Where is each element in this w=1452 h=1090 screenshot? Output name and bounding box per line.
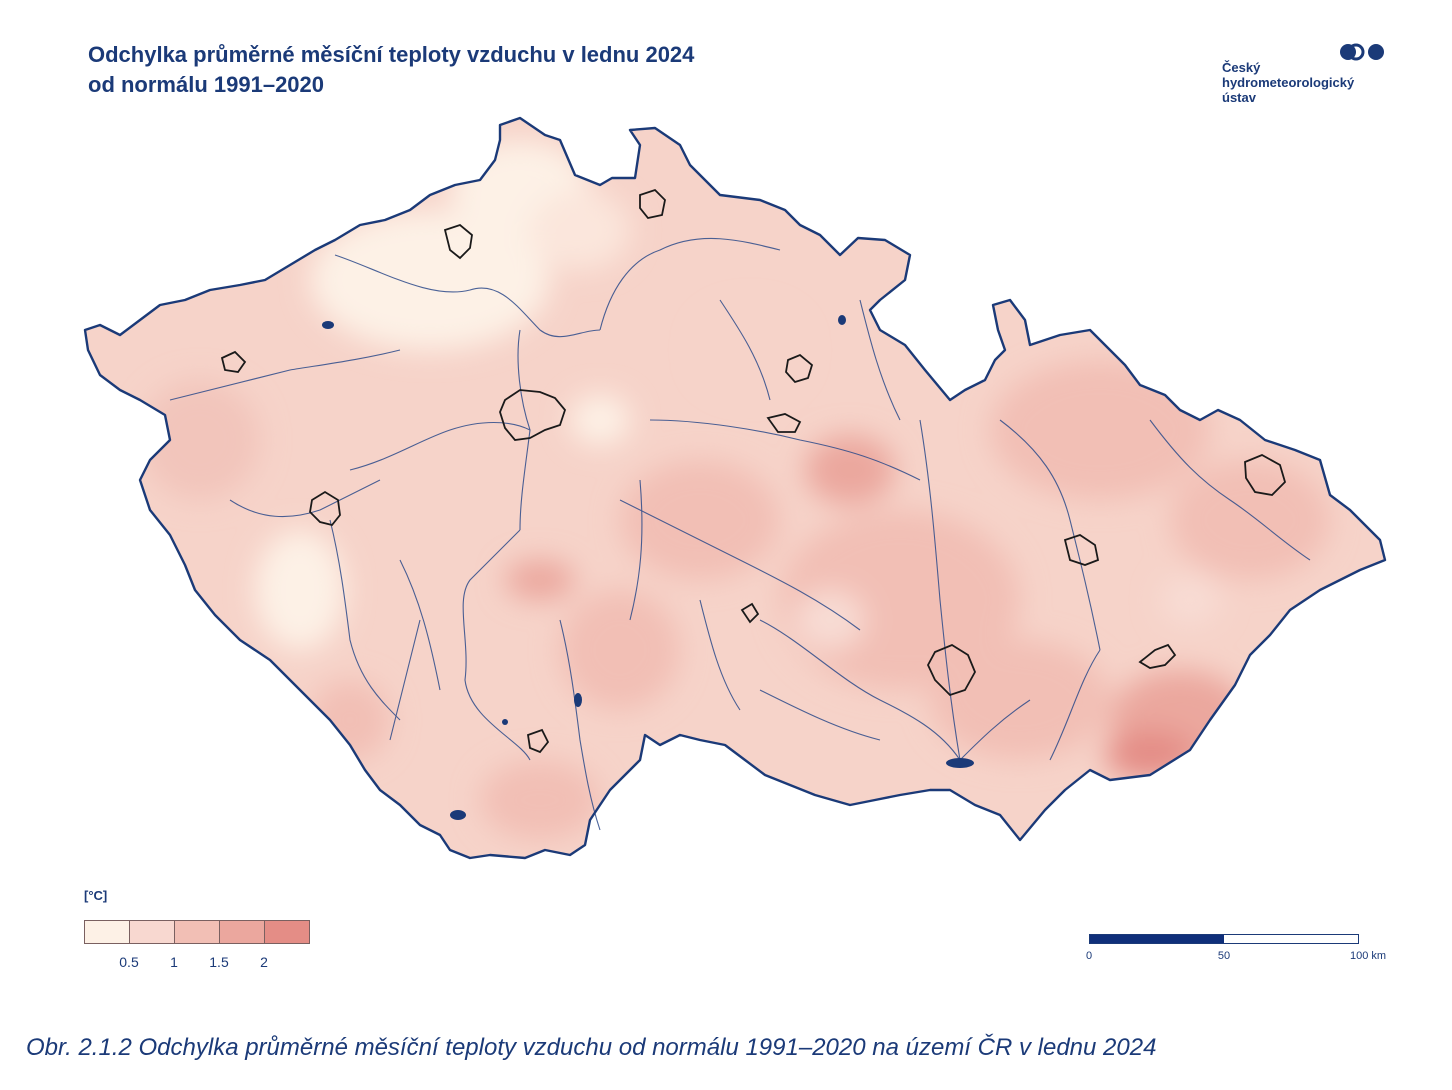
rivers: [169, 237, 1311, 831]
legend-swatch-2: [175, 921, 220, 943]
city-hradec: [785, 353, 814, 384]
scale-label-100: 100 km: [1349, 950, 1387, 962]
map-title-line1: Odchylka průměrné měsíční teploty vzduch…: [88, 42, 695, 67]
logo-line3: ústav: [1222, 90, 1256, 105]
legend-swatch-4: [265, 921, 309, 943]
scale-label-0: 0: [1085, 950, 1093, 962]
logo-line1: Český: [1222, 60, 1261, 75]
city-outlines: [220, 188, 1287, 754]
figure-caption: Obr. 2.1.2 Odchylka průměrné měsíční tep…: [26, 1034, 1157, 1061]
city-karlovy-vary: [220, 350, 247, 373]
scale-bar-dark-segment: [1090, 935, 1224, 943]
legend-swatch-0: [85, 921, 130, 943]
legend-label-3: 2: [260, 954, 268, 970]
map-area: [83, 116, 1387, 860]
water-bodies: [322, 315, 974, 820]
city-jihlava: [740, 602, 760, 624]
legend-colorbar: [84, 920, 310, 944]
city-praha: [499, 389, 567, 441]
city-ceske-budejovice: [526, 728, 550, 754]
logo-line2: hydrometeorologický: [1222, 75, 1355, 90]
city-pardubice: [766, 413, 802, 433]
czech-map: [83, 116, 1387, 860]
city-plzen: [309, 490, 341, 527]
city-brno: [926, 643, 976, 697]
scale-label-50: 50: [1217, 950, 1231, 962]
city-ostrava: [1244, 454, 1287, 496]
city-zlin: [1138, 643, 1177, 669]
city-liberec: [639, 188, 666, 219]
logo-text: Český hydrometeorologický ústav: [1222, 60, 1354, 105]
scale-bar: [1089, 934, 1359, 944]
city-usti: [443, 223, 473, 260]
legend-swatch-1: [130, 921, 175, 943]
legend-label-1: 1: [170, 954, 178, 970]
legend-unit: [°C]: [84, 888, 108, 903]
city-olomouc: [1063, 534, 1100, 566]
map-title-line2: od normálu 1991–2020: [88, 72, 325, 97]
chmi-logo: Český hydrometeorologický ústav: [1222, 42, 1402, 112]
map-title: Odchylka průměrné měsíční teploty vzduch…: [88, 40, 694, 100]
logo-dots-icon: [1340, 43, 1384, 61]
legend-label-2: 1.5: [209, 954, 229, 970]
legend-swatch-3: [220, 921, 265, 943]
legend-label-0: 0.5: [119, 954, 139, 970]
